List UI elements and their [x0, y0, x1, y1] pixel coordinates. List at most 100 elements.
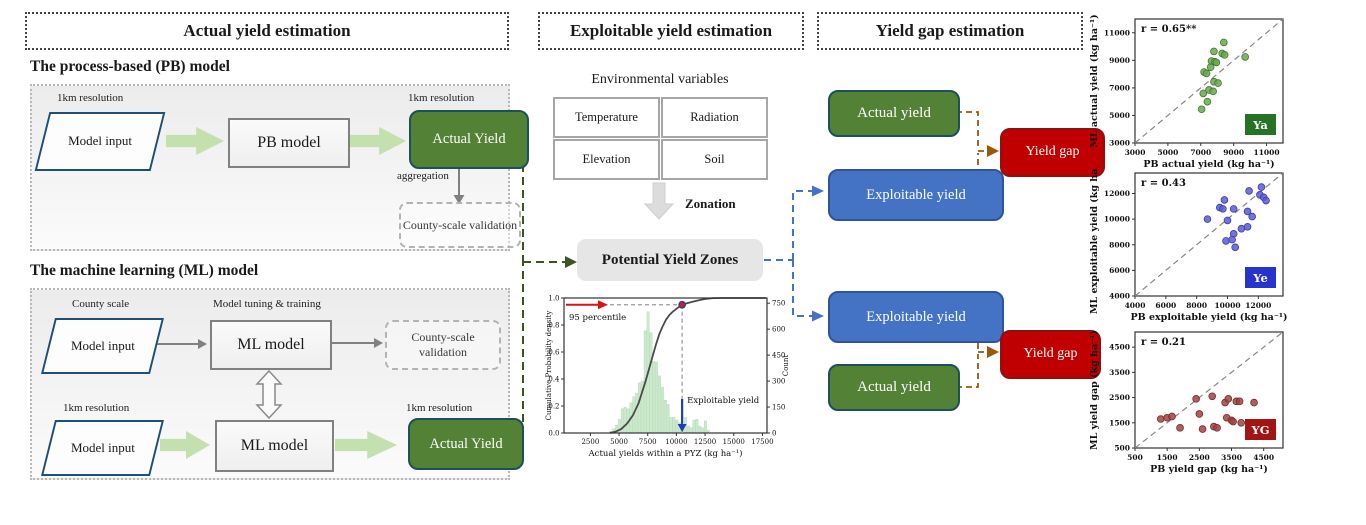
- r-value-label: r = 0.65**: [1141, 24, 1197, 35]
- pyz-arrowhead: [565, 256, 577, 268]
- svg-text:9000: 9000: [1223, 148, 1244, 157]
- svg-text:ML actual yield (kg ha⁻¹): ML actual yield (kg ha⁻¹): [1089, 15, 1100, 148]
- svg-text:15000: 15000: [723, 438, 745, 446]
- svg-text:0.2: 0.2: [548, 402, 559, 410]
- yield-gap-box-top: Yield gap: [1000, 128, 1105, 177]
- gap-exploitable-yield-bottom: Exploitable yield: [828, 291, 1004, 343]
- svg-text:11000: 11000: [1254, 148, 1280, 157]
- scatter-points: [1156, 392, 1258, 433]
- svg-text:500: 500: [1127, 453, 1143, 462]
- svg-text:12000: 12000: [1104, 189, 1130, 198]
- svg-text:0.6: 0.6: [548, 348, 560, 356]
- percentile-label: 95 percentile: [569, 313, 626, 323]
- yield-gap-bottom-arrowhead: [987, 346, 999, 358]
- svg-text:PB actual yield (kg ha⁻¹): PB actual yield (kg ha⁻¹): [1143, 159, 1274, 170]
- svg-text:17500: 17500: [751, 438, 773, 446]
- svg-text:3500: 3500: [1109, 368, 1130, 377]
- ml-section-heading: The machine learning (ML) model: [30, 262, 259, 279]
- svg-text:2500: 2500: [1189, 453, 1210, 462]
- svg-text:10000: 10000: [1104, 215, 1130, 224]
- svg-text:0.0: 0.0: [548, 429, 559, 437]
- env-variables-title: Environmental variables: [591, 72, 729, 87]
- pb-model-input: Model input: [34, 112, 166, 171]
- gap-actual-yield-top: Actual yield: [828, 90, 960, 137]
- gap-actual-yield-bottom: Actual yield: [828, 364, 960, 411]
- svg-text:0.8: 0.8: [548, 321, 559, 329]
- svg-text:6000: 6000: [1155, 301, 1176, 310]
- svg-text:PB yield gap (kg ha⁻¹): PB yield gap (kg ha⁻¹): [1150, 464, 1268, 475]
- env-box-temperature: Temperature: [553, 97, 660, 138]
- svg-text:600: 600: [772, 326, 785, 334]
- svg-text:7500: 7500: [639, 438, 657, 446]
- svg-text:4000: 4000: [1109, 292, 1130, 301]
- ml-input-to-model-arrow: [157, 339, 207, 349]
- svg-text:6000: 6000: [1109, 266, 1130, 275]
- scatter-ya-chart: 3000 5000 7000 9000 11000 3000 5000 7000 9000 110…: [1089, 15, 1284, 170]
- svg-text:ML exploitable yield (kg ha⁻¹): ML exploitable yield (kg ha⁻¹): [1089, 168, 1100, 314]
- ml-model-box-top: ML model: [210, 320, 332, 370]
- ml-model-box-bottom: ML model: [215, 420, 334, 472]
- svg-text:4500: 4500: [1109, 343, 1130, 352]
- pb-aggregation-arrow: [453, 168, 465, 204]
- scatter-points: [1197, 38, 1249, 114]
- r-value-label: r = 0.43: [1141, 178, 1186, 189]
- pb-input-resolution-label: 1km resolution: [57, 92, 124, 104]
- svg-text:5000: 5000: [610, 438, 628, 446]
- zonation-label: Zonation: [685, 196, 736, 211]
- scatter-points: [1203, 183, 1270, 252]
- exploitable-yield-label: Exploitable yield: [687, 396, 760, 406]
- svg-text:Ya: Ya: [1252, 118, 1268, 132]
- svg-text:450: 450: [772, 352, 785, 360]
- svg-text:7000: 7000: [1109, 83, 1130, 92]
- svg-text:Cumulative Probability density: Cumulative Probability density: [545, 311, 553, 421]
- svg-text:Actual yields within a PYZ (kg: Actual yields within a PYZ (kg ha⁻¹): [588, 448, 743, 459]
- header-yield-gap-estimation: Yield gap estimation: [817, 12, 1083, 50]
- gap-exploitable-yield-top: Exploitable yield: [828, 169, 1004, 221]
- scatter-yg-chart: 500 1500 2500 3500 4500 500 1500 2500 3500 4500 PB…: [1089, 330, 1284, 475]
- svg-text:1.0: 1.0: [548, 294, 559, 302]
- svg-text:750: 750: [772, 300, 785, 308]
- pb-model-box: PB model: [228, 118, 350, 168]
- svg-text:150: 150: [772, 403, 785, 411]
- svg-text:3000: 3000: [1109, 139, 1130, 148]
- ml-models-double-arrow: [255, 369, 283, 420]
- pyz-to-exploitable-connector: [764, 190, 813, 317]
- svg-text:4000: 4000: [1125, 301, 1146, 310]
- exploitable-bottom-arrowhead: [812, 310, 824, 322]
- zonation-arrow: [643, 182, 675, 220]
- badge: [1245, 114, 1276, 135]
- r-value-label: r = 0.21: [1141, 337, 1186, 348]
- yield-gap-top-arrowhead: [987, 145, 999, 157]
- svg-text:PB exploitable yield (kg ha⁻¹): PB exploitable yield (kg ha⁻¹): [1130, 312, 1287, 323]
- svg-text:2500: 2500: [581, 438, 599, 446]
- svg-text:Ye: Ye: [1252, 271, 1268, 285]
- env-box-radiation: Radiation: [661, 97, 768, 138]
- ml-tuning-label: Model tuning & training: [213, 298, 321, 310]
- ml-actual-yield-box: Actual Yield: [408, 418, 524, 470]
- svg-text:12500: 12500: [694, 438, 716, 446]
- env-box-soil: Soil: [661, 139, 768, 180]
- ml-output-resolution-label: 1km resolution: [406, 402, 473, 414]
- env-box-elevation: Elevation: [553, 139, 660, 180]
- svg-text:5000: 5000: [1157, 148, 1178, 157]
- svg-text:3000: 3000: [1125, 148, 1146, 157]
- ml-model-input-bottom: Model input: [41, 420, 164, 476]
- svg-text:3500: 3500: [1221, 453, 1242, 462]
- svg-text:Count: Count: [782, 355, 790, 377]
- ml-model-input-top-label: Model input: [70, 337, 135, 353]
- header-actual-yield-estimation: Actual yield estimation: [25, 12, 509, 50]
- pb-model-input-label: Model input: [68, 133, 132, 149]
- svg-text:11000: 11000: [1104, 28, 1130, 37]
- pb-output-resolution-label: 1km resolution: [408, 92, 475, 104]
- svg-text:YG: YG: [1250, 423, 1269, 437]
- svg-text:1500: 1500: [1109, 418, 1130, 427]
- cdf-histogram-chart: 2500 5000 7500 10000 12500 15000 175000.00.20.…: [545, 294, 790, 459]
- ml-model-to-validation-arrow: [331, 338, 383, 348]
- svg-text:300: 300: [772, 377, 785, 385]
- yield-gap-box-bottom: Yield gap: [1000, 330, 1101, 379]
- ml-input-resolution-label: 1km resolution: [63, 402, 130, 414]
- ml-county-scale-label: County scale: [72, 298, 130, 310]
- svg-text:8000: 8000: [1186, 301, 1207, 310]
- scatter-ye-chart: 4000 6000 8000 10000 12000 4000 6000 8000 10000 1…: [1089, 168, 1288, 323]
